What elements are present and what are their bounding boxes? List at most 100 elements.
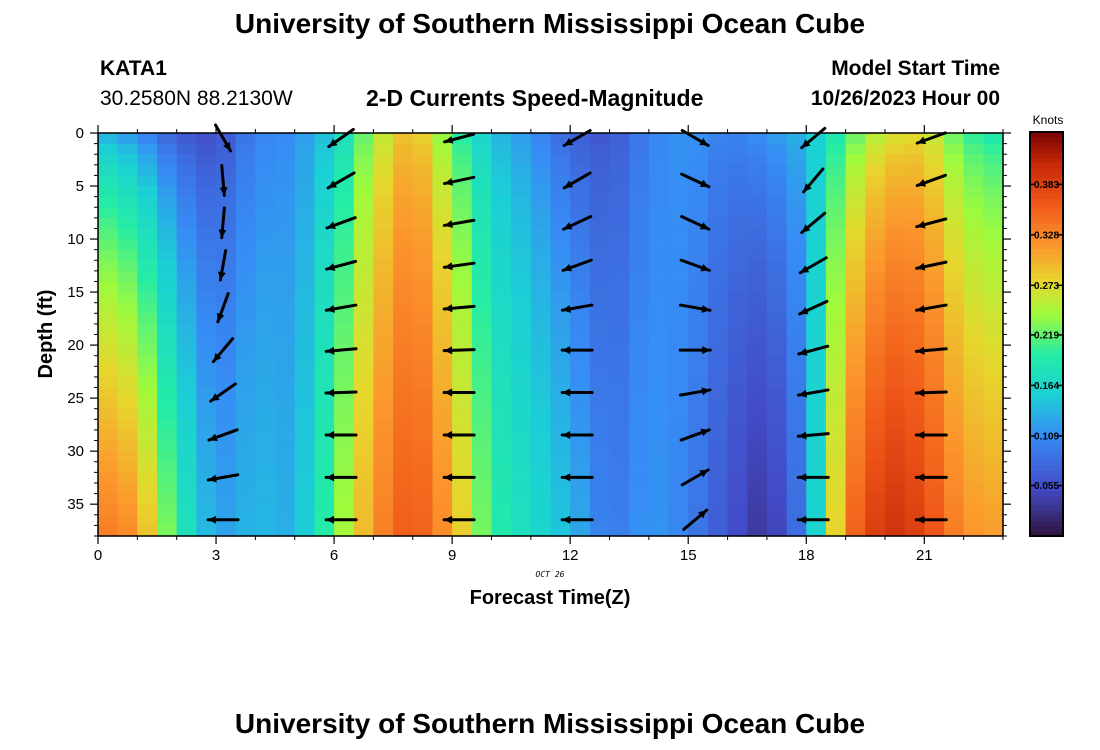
heatmap-cell [157, 514, 178, 526]
heatmap-cell [550, 313, 571, 325]
heatmap-cell [707, 175, 729, 187]
heatmap-cell [255, 186, 276, 198]
heatmap-cell [589, 196, 611, 208]
heatmap-cell [668, 376, 689, 389]
heatmap-cell [157, 196, 178, 208]
heatmap-cell [196, 366, 217, 378]
heatmap-cell [668, 408, 689, 420]
y-tick-label: 15 [67, 284, 84, 301]
heatmap-cell [825, 133, 847, 145]
colorbar-segment [1030, 450, 1063, 456]
heatmap-cell [530, 260, 552, 272]
heatmap-cell [314, 270, 335, 283]
heatmap-cell [924, 281, 945, 293]
heatmap-cell [825, 366, 847, 378]
heatmap-cell [865, 154, 886, 166]
heatmap-cell [432, 461, 453, 473]
heatmap-cell [924, 207, 945, 219]
heatmap-cell [609, 154, 630, 166]
heatmap-cell [176, 334, 197, 346]
heatmap-cell [668, 228, 689, 240]
heatmap-cell [314, 525, 335, 537]
heatmap-cell [943, 440, 965, 452]
heatmap-cell [235, 398, 256, 410]
heatmap-cell [176, 493, 197, 505]
heatmap-cell [353, 175, 375, 187]
heatmap-cell [137, 387, 158, 399]
heatmap-cell [117, 186, 138, 198]
heatmap-cell [334, 186, 355, 198]
heatmap-cell [983, 228, 1004, 240]
heatmap-cell [117, 366, 138, 378]
heatmap-cell [766, 461, 788, 473]
heatmap-cell [275, 154, 296, 166]
heatmap-cell [550, 440, 571, 452]
colorbar-segment [1030, 137, 1063, 143]
heatmap-cell [353, 196, 375, 208]
heatmap-cell [609, 482, 630, 495]
current-vector [800, 211, 827, 234]
heatmap-cell [845, 228, 866, 240]
heatmap-cell [275, 472, 296, 484]
heatmap-cell [766, 429, 788, 442]
heatmap-cell [137, 302, 158, 314]
heatmap-cell [609, 493, 630, 505]
heatmap-cell [806, 334, 827, 346]
heatmap-cell [707, 451, 729, 463]
heatmap-cell [806, 175, 827, 187]
heatmap-cell [275, 281, 296, 293]
chart-subtitle: 2-D Currents Speed-Magnitude [366, 85, 704, 111]
colorbar-segment [1030, 162, 1063, 168]
heatmap-cell [452, 164, 473, 177]
heatmap-cell [786, 260, 807, 272]
heatmap-cell [550, 345, 571, 357]
heatmap-cell [373, 376, 394, 389]
heatmap-cell [176, 525, 197, 537]
heatmap-cell [963, 228, 984, 240]
heatmap-cell [137, 398, 158, 410]
heatmap-cell [570, 334, 591, 346]
heatmap-cell [353, 376, 375, 389]
heatmap-cell [629, 143, 650, 155]
heatmap-cell [589, 175, 611, 187]
heatmap-cell [806, 504, 827, 516]
heatmap-cell [235, 143, 256, 155]
heatmap-cell [157, 217, 178, 230]
heatmap-cell [786, 239, 807, 251]
heatmap-cell [98, 387, 119, 399]
heatmap-cell [550, 302, 571, 314]
heatmap-cell [943, 408, 965, 420]
heatmap-cell [137, 143, 158, 155]
heatmap-cell [255, 164, 276, 177]
heatmap-cell [806, 313, 827, 325]
heatmap-cell [255, 302, 276, 314]
heatmap-cell [806, 408, 827, 420]
x-tick-label: 12 [562, 547, 579, 564]
x-tick-label: 9 [448, 547, 456, 564]
heatmap-cell [432, 419, 453, 431]
heatmap-cell [865, 451, 886, 463]
heatmap-cell [373, 355, 394, 367]
current-vector [680, 468, 710, 487]
heatmap-cell [727, 408, 748, 420]
heatmap-cell [196, 398, 217, 410]
heatmap-cell [235, 472, 256, 484]
heatmap-cell [766, 376, 788, 389]
heatmap-cell [747, 345, 768, 357]
heatmap-cell [924, 398, 945, 410]
heatmap-cell [117, 281, 138, 293]
heatmap-cell [314, 207, 335, 219]
heatmap-cell [943, 249, 965, 261]
heatmap-cell [904, 313, 925, 325]
current-vector [796, 388, 830, 398]
heatmap-cell [589, 334, 611, 346]
heatmap-cell [884, 313, 906, 325]
heatmap-cell [471, 313, 493, 325]
heatmap-cell [747, 175, 768, 187]
heatmap-cell [609, 207, 630, 219]
heatmap-cell [530, 366, 552, 378]
heatmap-cell [924, 143, 945, 155]
heatmap-cell [629, 164, 650, 177]
heatmap-cell [727, 504, 748, 516]
heatmap-cell [884, 419, 906, 431]
